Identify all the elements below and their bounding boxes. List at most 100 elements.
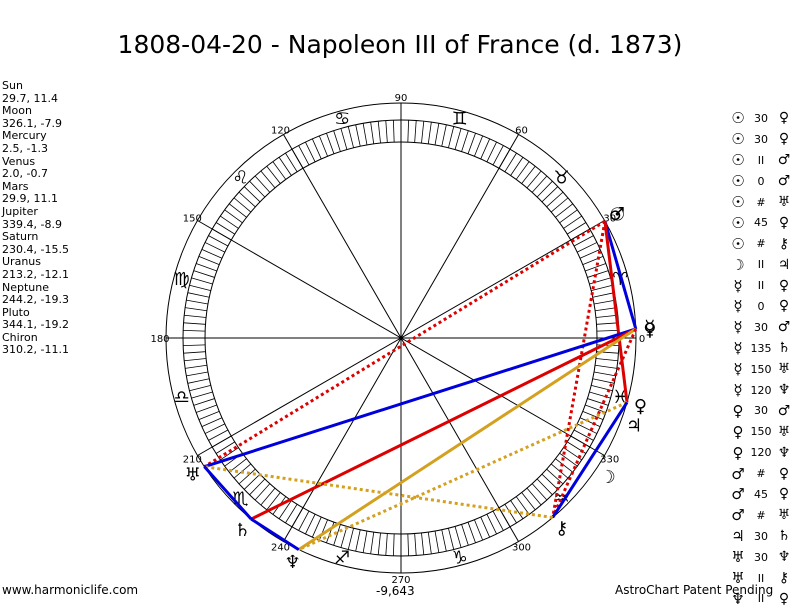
degree-tick — [184, 314, 207, 318]
aspect-row: ♅ II ⚷ — [728, 568, 800, 589]
degree-tick — [504, 152, 517, 172]
degree-tick — [185, 364, 207, 369]
aspect-symbol: 45 — [754, 487, 768, 501]
degree-tick — [510, 500, 524, 519]
degree-tick — [278, 500, 292, 519]
degree-tick — [434, 123, 440, 146]
degree-tick — [333, 524, 341, 546]
degree-tick — [414, 120, 417, 143]
degree-tick — [189, 284, 211, 291]
aspect-symbol: 150 — [750, 425, 772, 439]
degree-label: 240 — [271, 543, 290, 554]
house-spoke — [197, 220, 605, 456]
aspect-planet-b-icon: ♀ — [778, 590, 790, 607]
degree-tick — [333, 130, 341, 152]
degree-label: 210 — [183, 455, 202, 466]
degree-tick — [521, 165, 536, 184]
aspect-planet-a-icon: ♀ — [732, 443, 744, 462]
aspect-line — [603, 221, 629, 403]
aspect-planet-a-icon: ☿ — [733, 381, 743, 400]
aspect-planet-a-icon: ☉ — [731, 234, 745, 253]
degree-tick — [531, 483, 548, 501]
degree-tick — [355, 529, 361, 552]
aspect-symbol: 120 — [750, 383, 772, 397]
degree-tick — [585, 404, 606, 413]
zodiac-sign-icon: ♐ — [334, 547, 350, 568]
degree-tick — [215, 441, 235, 454]
aspect-row: ♀ 150 ♅ — [728, 421, 800, 442]
planet-position: 2.0, -0.7 — [2, 167, 48, 181]
degree-tick — [421, 121, 425, 144]
planet-glyph-icon: ☉ — [609, 205, 625, 226]
planet-name: Jupiter — [2, 204, 38, 218]
degree-tick — [278, 157, 292, 176]
aspect-symbol: II — [757, 279, 765, 293]
aspect-line — [203, 465, 253, 521]
degree-tick — [474, 135, 484, 157]
planet-name: Chiron — [2, 330, 38, 344]
planet-name: Sun — [2, 79, 23, 92]
degree-tick — [550, 197, 569, 213]
degree-tick — [441, 124, 447, 147]
degree-tick — [486, 141, 497, 163]
aspect-line — [250, 327, 637, 521]
degree-tick — [298, 145, 310, 166]
degree-tick — [196, 404, 217, 413]
aspect-symbol: 30 — [754, 111, 768, 125]
aspect-planet-a-icon: ☉ — [731, 213, 745, 232]
degree-tick — [573, 235, 594, 247]
degree-tick — [347, 528, 354, 550]
degree-tick — [186, 371, 209, 377]
aspect-row: ☉ 45 ♀ — [728, 212, 800, 233]
degree-tick — [220, 447, 239, 461]
degree-tick — [595, 307, 617, 312]
aspect-row: ☿ II ♀ — [728, 275, 800, 296]
aspect-line — [603, 220, 638, 330]
degree-tick — [555, 203, 574, 218]
aspect-planet-b-icon: ♂ — [777, 402, 791, 419]
degree-tick — [461, 524, 469, 546]
degree-tick — [592, 378, 615, 384]
degree-tick — [260, 487, 276, 506]
degree-tick — [526, 170, 542, 189]
aspect-list: ☉ 30 ♀ ☉ 30 ♀ ☉ II ♂ ☉ 0 ♂ ☉ # ♅ ☉ 45 ♀ ☉ # ⚷ ☽ II ♃ ☿ II ♀ ☿ 0 ♀ ☿ 30 ♂… — [728, 108, 800, 609]
degree-tick — [559, 209, 578, 224]
degree-tick — [201, 417, 223, 428]
degree-tick — [201, 248, 223, 259]
aspect-planet-a-icon: ♂ — [731, 485, 745, 504]
degree-tick — [208, 235, 229, 247]
degree-tick — [249, 478, 266, 496]
degree-tick — [385, 533, 388, 556]
aspect-planet-b-icon: ♄ — [777, 528, 791, 545]
degree-tick — [183, 322, 206, 325]
aspect-symbol: 30 — [754, 550, 768, 564]
degree-tick — [596, 322, 619, 325]
degree-tick — [224, 209, 243, 224]
degree-tick — [238, 468, 256, 485]
aspect-row: ♃ 30 ♄ — [728, 526, 800, 547]
aspect-planet-b-icon: ♆ — [777, 444, 791, 461]
planet-name: Mercury — [2, 129, 47, 143]
planet-name: Pluto — [2, 305, 30, 319]
aspect-planet-b-icon: ♂ — [777, 319, 791, 336]
aspect-row: ♂ # ♅ — [728, 505, 800, 526]
planet-glyph-icon: ♀ — [634, 396, 647, 417]
aspect-symbol: 30 — [754, 529, 768, 543]
aspect-symbol: # — [756, 467, 766, 481]
degree-tick — [243, 473, 261, 490]
degree-tick — [254, 175, 271, 193]
degree-tick — [189, 385, 211, 392]
aspect-symbol: 120 — [750, 446, 772, 460]
degree-tick — [492, 145, 504, 166]
planet-glyph-icon: ♀ — [643, 319, 656, 340]
degree-tick — [492, 510, 504, 531]
aspect-symbol: 30 — [754, 404, 768, 418]
degree-tick — [285, 152, 298, 172]
aspect-planet-a-icon: ☿ — [733, 297, 743, 316]
planet-glyph-icon: ☿ — [644, 317, 655, 338]
aspect-planet-a-icon: ♃ — [731, 527, 745, 546]
degree-label: 90 — [395, 93, 408, 104]
degree-tick — [186, 299, 209, 305]
degree-tick — [326, 522, 335, 543]
chart-title: 1808-04-20 - Napoleon III of France (d. … — [117, 30, 683, 59]
